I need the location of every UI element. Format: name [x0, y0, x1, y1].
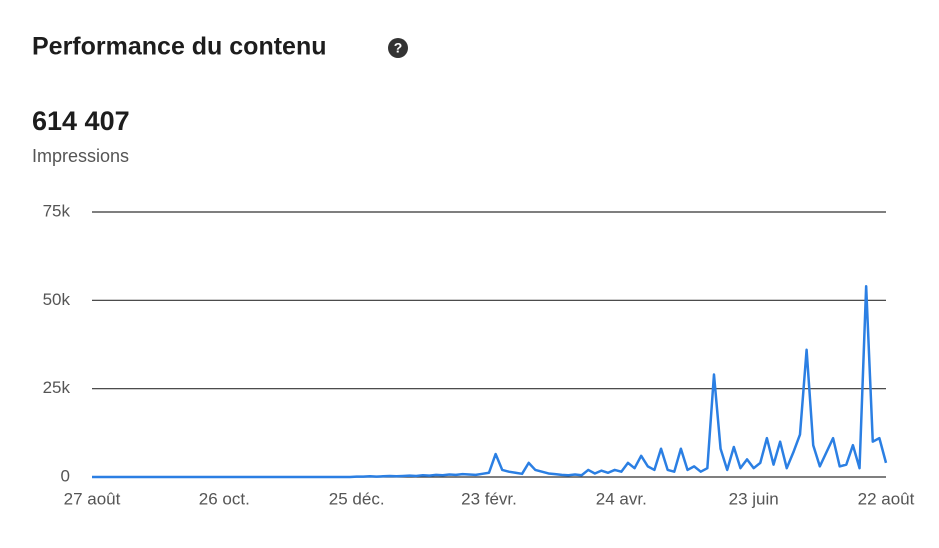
chart-title: Performance du contenu	[32, 33, 327, 61]
x-tick-label: 24 avr.	[596, 489, 647, 508]
total-value: 614 407	[32, 106, 130, 136]
y-tick-label: 25k	[43, 378, 71, 397]
x-tick-label: 22 août	[858, 489, 915, 508]
x-tick-label: 26 oct.	[199, 489, 250, 508]
x-tick-label: 25 déc.	[329, 489, 385, 508]
y-tick-label: 75k	[43, 201, 71, 220]
line	[92, 284, 888, 479]
x-tick-label: 23 juin	[729, 489, 779, 508]
y-tick-label: 0	[61, 466, 70, 485]
metric-label: Impressions	[32, 146, 129, 166]
help-icon-label[interactable]: ?	[394, 40, 403, 56]
x-tick-label: 27 août	[64, 489, 121, 508]
x-tick-label: 23 févr.	[461, 489, 517, 508]
help-icon[interactable]	[388, 38, 408, 58]
y-tick-label: 50k	[43, 290, 71, 309]
